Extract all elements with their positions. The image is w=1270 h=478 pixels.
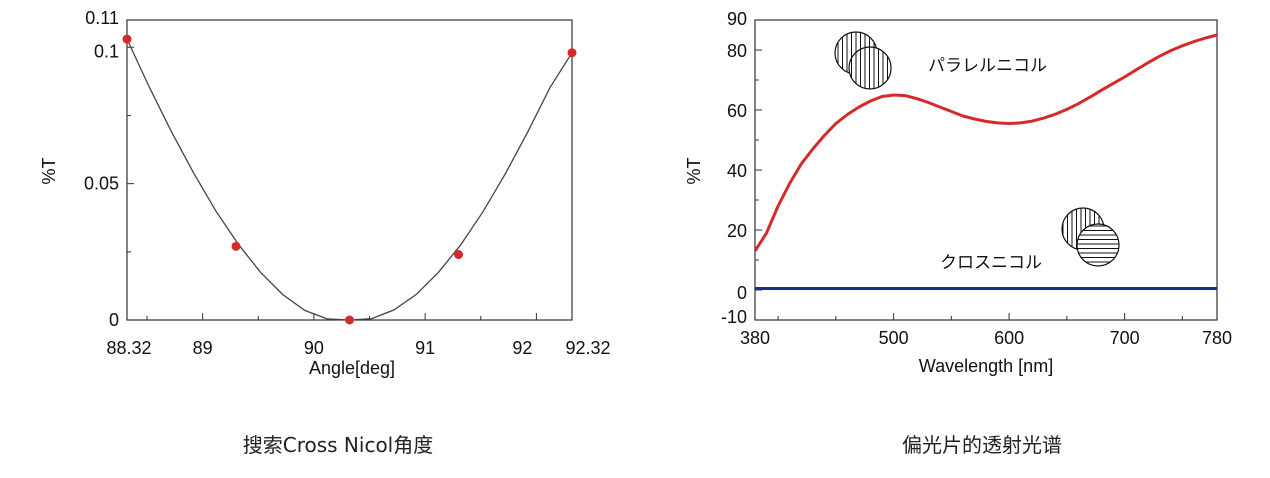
right-x-tick-label: 700	[1110, 328, 1140, 348]
left-fit-curve	[126, 38, 573, 321]
left-x-tick-label: 92.32	[565, 338, 610, 358]
right-y-tick-label: 20	[727, 221, 747, 241]
right-y-tick-label: 60	[727, 101, 747, 121]
left-x-tick-label: 88.32	[106, 338, 151, 358]
left-data-point	[345, 315, 354, 325]
left-y-tick-label: 0.11	[85, 8, 119, 28]
left-data-point	[122, 34, 132, 44]
left-x-tick-label: 91	[415, 338, 435, 358]
left-data-points	[122, 34, 577, 325]
left-data-point	[567, 48, 577, 58]
left-x-tick-label: 89	[193, 338, 213, 358]
right-caption: 偏光片的透射光谱	[902, 433, 1062, 457]
right-x-tick-label: 780	[1202, 328, 1232, 348]
parallel-polarizers-icon	[834, 31, 892, 90]
right-series-lines	[753, 33, 1218, 290]
right-chart-ticks: 380 500 600 700 780 -10 0 20 40 60 80 90	[721, 9, 1232, 348]
left-y-tick-label: 0	[109, 310, 119, 330]
right-y-tick-label: -10	[721, 307, 747, 327]
right-x-tick-label: 600	[994, 328, 1024, 348]
right-x-axis-label: Wavelength [nm]	[919, 356, 1053, 376]
parallel-nicol-line	[753, 33, 1218, 252]
left-y-tick-label: 0.1	[94, 41, 119, 61]
right-y-tick-label: 40	[727, 161, 747, 181]
right-y-tick-label: 90	[727, 9, 747, 29]
left-chart: 88.32 89 90 91 92 92.32 0 0.05 0.1 0.11 Angle[deg…	[39, 8, 611, 378]
left-chart-ticks: 88.32 89 90 91 92 92.32 0 0.05 0.1 0.11	[84, 8, 611, 358]
left-x-tick-label: 90	[304, 338, 324, 358]
left-data-point	[454, 250, 464, 260]
left-x-axis-label: Angle[deg]	[309, 358, 395, 378]
right-y-axis-label: %T	[684, 157, 704, 184]
crossed-polarizers-icon	[1061, 207, 1120, 267]
left-chart-frame	[126, 19, 573, 321]
left-data-point	[231, 241, 241, 251]
right-x-tick-label: 500	[879, 328, 909, 348]
series-label-crossed-nicol: クロスニコル	[940, 253, 1042, 273]
right-y-tick-label: 80	[727, 41, 747, 61]
left-y-tick-label: 0.05	[84, 174, 119, 194]
right-y-tick-label: 0	[737, 283, 747, 303]
left-y-axis-label: %T	[39, 157, 59, 184]
left-caption: 搜索Cross Nicol角度	[243, 433, 434, 457]
right-x-tick-label: 380	[740, 328, 770, 348]
series-label-parallel-nicol: パラレルニコル	[928, 56, 1047, 76]
left-x-tick-label: 92	[512, 338, 532, 358]
right-chart: 380 500 600 700 780 -10 0 20 40 60 80 90 パラレルニコル クロ…	[684, 9, 1232, 376]
